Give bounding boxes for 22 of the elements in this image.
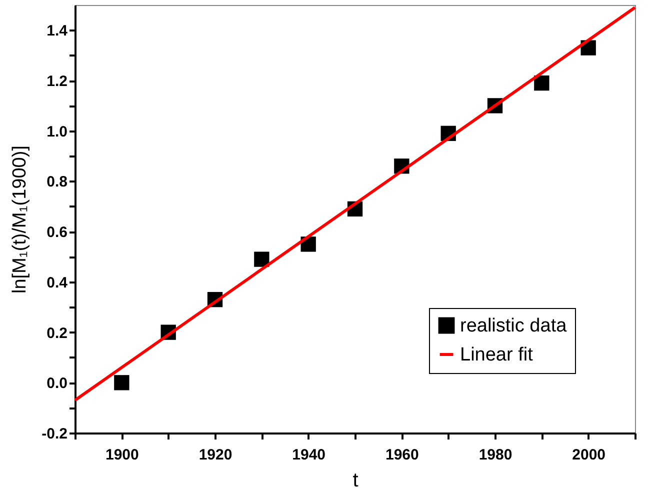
y-tick-label: 1.4: [46, 22, 68, 40]
y-tick-label: 0.4: [46, 274, 68, 292]
y-tick-label: 0.2: [46, 324, 68, 342]
point: [114, 375, 130, 390]
point: [534, 75, 550, 91]
x-tick-label: 2000: [572, 446, 606, 464]
y-tick-label: 1.0: [46, 123, 68, 140]
y-tick-label: -0.2: [42, 426, 68, 442]
x-tick-label: 1980: [478, 446, 512, 464]
y-tick-label: 0.0: [46, 375, 68, 392]
y-tick-label: 0.6: [46, 224, 68, 242]
x-tick-label: 1900: [105, 446, 139, 464]
y-axis-title: ln[M₁(t)/M₁(1900)]: [10, 146, 31, 294]
y-tick-label: 0.8: [46, 174, 68, 191]
x-tick-label: 1920: [198, 446, 232, 464]
x-tick-label: 1940: [292, 446, 326, 464]
legend-label: Linear fit: [460, 344, 534, 366]
point: [254, 252, 270, 267]
legend-label: realistic data: [460, 316, 568, 336]
y-tick-label: 1.2: [46, 73, 68, 90]
x-tick-label: 1960: [385, 446, 419, 464]
x-axis-title: t: [352, 470, 359, 492]
